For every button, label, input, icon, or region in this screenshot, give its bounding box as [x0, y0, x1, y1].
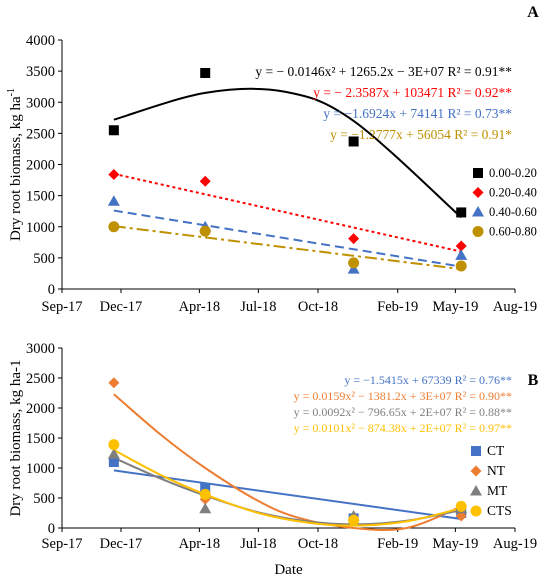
regression-equation-3: y = −1.2777x + 56054 R² = 0.91* [330, 127, 512, 142]
legend-label-0: CT [487, 443, 505, 458]
data-point-2-0 [107, 195, 120, 206]
data-point-1-3 [455, 240, 467, 252]
y-tick-label: 1500 [26, 189, 55, 205]
legend-label-2: MT [487, 483, 508, 498]
y-tick-label: 500 [33, 251, 55, 267]
y-tick-label: 2000 [26, 401, 55, 417]
x-tick-label: Dec-17 [100, 536, 143, 552]
x-tick-label: Sep-17 [41, 536, 82, 552]
regression-equation-0: y = −1.5415x + 67339 R² = 0.76** [344, 373, 512, 387]
fit-line-1 [113, 172, 462, 253]
x-tick-label: May-19 [432, 299, 478, 315]
legend-marker-3 [472, 226, 484, 237]
y-tick-label: 3000 [26, 95, 55, 111]
fit-line-1 [113, 393, 462, 532]
x-tick-label: Jul-18 [240, 536, 276, 552]
data-point-2-0 [107, 448, 120, 459]
data-point-1-1 [199, 175, 211, 187]
x-tick-label: Apr-18 [179, 536, 221, 552]
data-point-0-0 [108, 457, 119, 467]
x-tick-label: Feb-19 [377, 536, 418, 552]
x-tick-label: Oct-18 [298, 536, 338, 552]
data-point-2-3 [455, 249, 468, 260]
panel-B: B 0 500 1000 1500 2000 2500 3000 Sep-17 Dec-17 Apr… [8, 341, 539, 578]
regression-equation-2: y = −1.6924x + 74141 R² = 0.73** [323, 106, 512, 121]
y-tick-label: 500 [33, 491, 55, 507]
regression-equation-3: y = 0.0101x² − 874.38x + 2E+07 R² = 0.97… [294, 421, 512, 435]
regression-equation-0: y = − 0.0146x² + 1265.2x − 3E+07 R² = 0.… [255, 64, 512, 79]
y-tick-label: 2500 [26, 371, 55, 387]
y-tick-label: 0 [48, 282, 55, 298]
legend-marker-0 [473, 168, 483, 178]
legend-marker-2 [472, 206, 484, 217]
data-point-3-2 [348, 257, 360, 269]
data-point-3-3 [455, 260, 467, 272]
x-tick-label: Oct-18 [298, 299, 338, 315]
legend-marker-1 [470, 465, 482, 477]
data-point-2-1 [199, 502, 212, 514]
y-tick-label: 2500 [26, 126, 55, 142]
x-tick-label: Apr-18 [179, 299, 221, 315]
x-tick-label: Dec-17 [100, 299, 143, 315]
legend-marker-3 [470, 505, 482, 517]
data-point-3-0 [108, 221, 120, 233]
x-tick-label: Sep-17 [41, 299, 82, 315]
y-axis-label: Dry root biomass, kg ha-1 [6, 88, 24, 241]
legend-label-1: 0.20-0.40 [489, 186, 537, 200]
y-tick-label: 4000 [26, 33, 55, 49]
legend-label-3: 0.60-0.80 [489, 225, 537, 239]
data-point-0-1 [200, 483, 211, 494]
data-point-1-2 [348, 233, 360, 245]
x-axis-label: Date [274, 562, 303, 578]
x-tick-label: Feb-19 [377, 299, 418, 315]
y-tick-label: 1000 [26, 220, 55, 236]
fit-line-0 [113, 87, 462, 219]
y-tick-label: 3000 [26, 341, 55, 357]
regression-equation-1: y = − 2.3587x + 103471 R² = 0.92** [313, 85, 512, 100]
legend-label-1: NT [487, 463, 506, 478]
legend-label-2: 0.40-0.60 [489, 205, 537, 219]
data-point-3-2 [348, 514, 360, 526]
fit-line-3 [113, 225, 462, 271]
legend-marker-2 [470, 485, 482, 496]
panel-label: A [527, 4, 539, 21]
fit-line-0 [113, 469, 462, 520]
legend-label-3: CTS [487, 503, 512, 518]
y-tick-label: 2000 [26, 158, 55, 174]
data-point-3-1 [199, 488, 211, 500]
x-tick-label: Aug-19 [493, 536, 537, 552]
data-point-3-1 [199, 225, 211, 237]
y-tick-label: 1000 [26, 461, 55, 477]
regression-equation-1: y = 0.0159x² − 1381.2x + 3E+07 R² = 0.90… [294, 389, 512, 403]
data-point-0-2 [348, 136, 359, 147]
data-point-0-3 [456, 207, 467, 218]
x-tick-label: Jul-18 [240, 299, 276, 315]
y-tick-label: 0 [48, 521, 55, 537]
data-point-1-0 [108, 168, 120, 180]
data-point-0-0 [108, 125, 119, 136]
y-tick-label: 1500 [26, 431, 55, 447]
data-point-3-0 [108, 439, 120, 451]
x-tick-label: May-19 [432, 536, 478, 552]
data-point-3-3 [455, 500, 467, 512]
data-point-0-1 [200, 67, 211, 78]
x-tick-label: Aug-19 [493, 299, 537, 315]
regression-equation-2: y = 0.0092x² − 796.65x + 2E+07 R² = 0.88… [294, 405, 512, 419]
y-tick-label: 3500 [26, 64, 55, 80]
panel-A: A 0 500 1000 1500 2000 2500 3000 3500 4000 Sep-17 D… [6, 4, 539, 315]
fit-line-3 [113, 449, 462, 527]
legend-marker-0 [471, 446, 481, 456]
legend-marker-1 [472, 187, 484, 198]
data-point-1-0 [108, 377, 120, 389]
fit-line-2 [113, 209, 462, 268]
panel-label: B [528, 372, 539, 389]
y-axis-label: Dry root biomass, kg ha-1 [8, 359, 24, 516]
legend-label-0: 0.00-0.20 [489, 166, 537, 180]
